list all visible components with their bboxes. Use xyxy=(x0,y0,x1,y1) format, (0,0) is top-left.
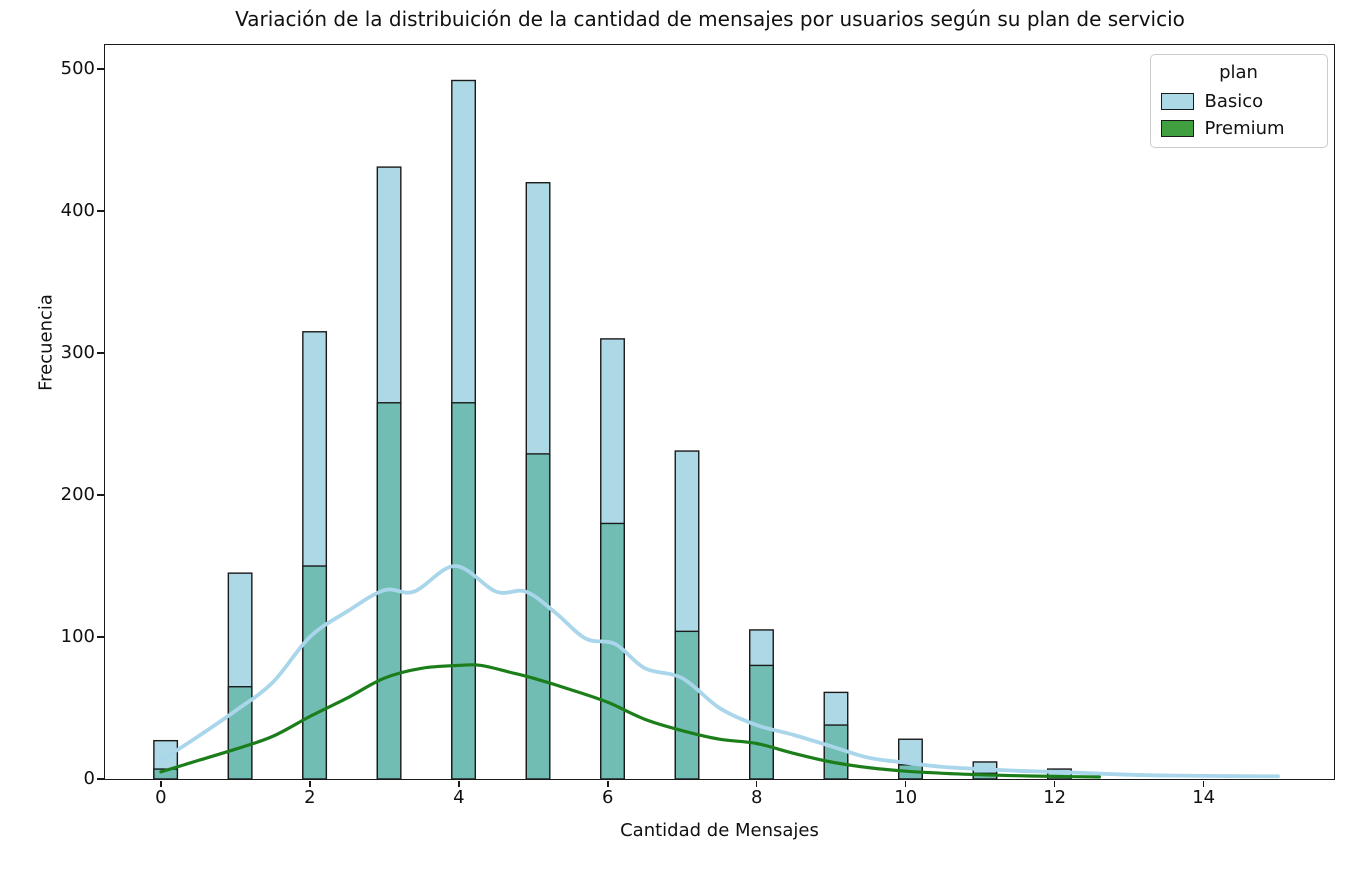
plot-area: plan Basico Premium xyxy=(103,43,1335,780)
legend-swatch-premium xyxy=(1160,119,1194,137)
x-tick-label-10: 10 xyxy=(894,787,918,808)
y-tick-label-200: 200 xyxy=(60,484,95,506)
bar-premium-x7 xyxy=(674,630,699,779)
x-tick-label-0: 0 xyxy=(155,787,167,808)
y-tick-label-400: 400 xyxy=(60,200,95,222)
bar-premium-x5 xyxy=(525,452,550,779)
kde-line-premium xyxy=(158,662,1101,779)
y-tick-mark-300 xyxy=(97,352,104,354)
y-tick-label-500: 500 xyxy=(60,58,95,80)
x-axis-label: Cantidad de Mensajes xyxy=(620,820,819,841)
x-tick-label-12: 12 xyxy=(1043,787,1067,808)
y-tick-label-300: 300 xyxy=(60,342,95,364)
bar-premium-x2 xyxy=(301,564,327,779)
y-tick-label-100: 100 xyxy=(60,626,95,648)
x-tick-mark-10 xyxy=(904,780,907,787)
bar-premium-x4 xyxy=(450,401,476,779)
x-tick-label-8: 8 xyxy=(751,787,763,808)
y-tick-label-0: 0 xyxy=(83,768,95,789)
x-tick-label-2: 2 xyxy=(304,787,316,808)
chart-title: Variación de la distribuición de la cant… xyxy=(235,7,1185,31)
kde-line-basico xyxy=(158,563,1280,778)
x-tick-mark-4 xyxy=(458,780,460,787)
legend: plan Basico Premium xyxy=(1149,53,1328,148)
legend-label-premium: Premium xyxy=(1204,117,1285,139)
y-tick-mark-0 xyxy=(97,778,104,780)
x-tick-label-4: 4 xyxy=(453,787,465,808)
x-tick-label-6: 6 xyxy=(602,787,614,808)
y-tick-mark-400 xyxy=(97,210,104,212)
x-tick-mark-12 xyxy=(1053,780,1056,787)
y-tick-mark-100 xyxy=(97,636,104,638)
y-tick-mark-500 xyxy=(97,68,104,70)
histogram-svg xyxy=(152,79,1280,779)
x-tick-mark-14 xyxy=(1202,780,1205,787)
x-tick-mark-6 xyxy=(607,780,609,787)
y-tick-mark-200 xyxy=(97,494,104,496)
x-tick-label-14: 14 xyxy=(1192,787,1216,808)
x-tick-mark-0 xyxy=(160,780,162,787)
x-tick-mark-2 xyxy=(309,780,311,787)
legend-row-premium: Premium xyxy=(1160,117,1317,139)
x-tick-mark-8 xyxy=(755,780,758,787)
legend-title: plan xyxy=(1219,61,1258,83)
legend-swatch-basico xyxy=(1160,92,1194,110)
bar-premium-x6 xyxy=(599,522,625,779)
legend-label-basico: Basico xyxy=(1204,90,1264,112)
legend-row-basico: Basico xyxy=(1160,90,1317,112)
